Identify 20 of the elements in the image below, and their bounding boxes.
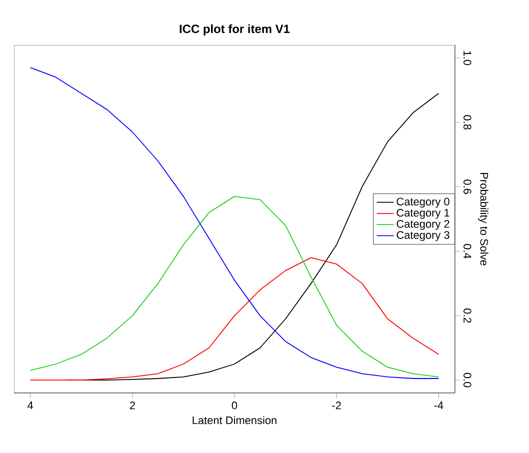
legend-label: Category 0 — [396, 198, 450, 208]
legend-label: Category 3 — [396, 231, 450, 242]
x-tick-label: 2 — [130, 402, 135, 410]
chart-title: ICC plot for item V1 — [180, 24, 290, 36]
y-tick-label: 0.2 — [464, 308, 472, 323]
line-series — [30, 196, 440, 378]
x-tick-label: -2 — [332, 402, 341, 410]
y-tick-label: 0.6 — [464, 180, 472, 194]
x-axis-title: Latent Dimension — [192, 416, 276, 424]
x-tick-label: -4 — [434, 402, 444, 410]
x-tick-label: 0 — [232, 402, 238, 410]
y-axis-title: Probability to Solve — [478, 173, 488, 266]
legend-label: Category 1 — [396, 208, 450, 219]
x-tick-label: 4 — [28, 402, 34, 410]
y-tick-label: 1.0 — [464, 51, 472, 66]
y-tick-label: 0.4 — [464, 244, 472, 259]
line-series — [30, 67, 440, 379]
y-tick-label: 0.8 — [464, 115, 472, 130]
y-tick-label: 0.0 — [464, 372, 472, 388]
legend-label: Category 2 — [396, 220, 450, 230]
